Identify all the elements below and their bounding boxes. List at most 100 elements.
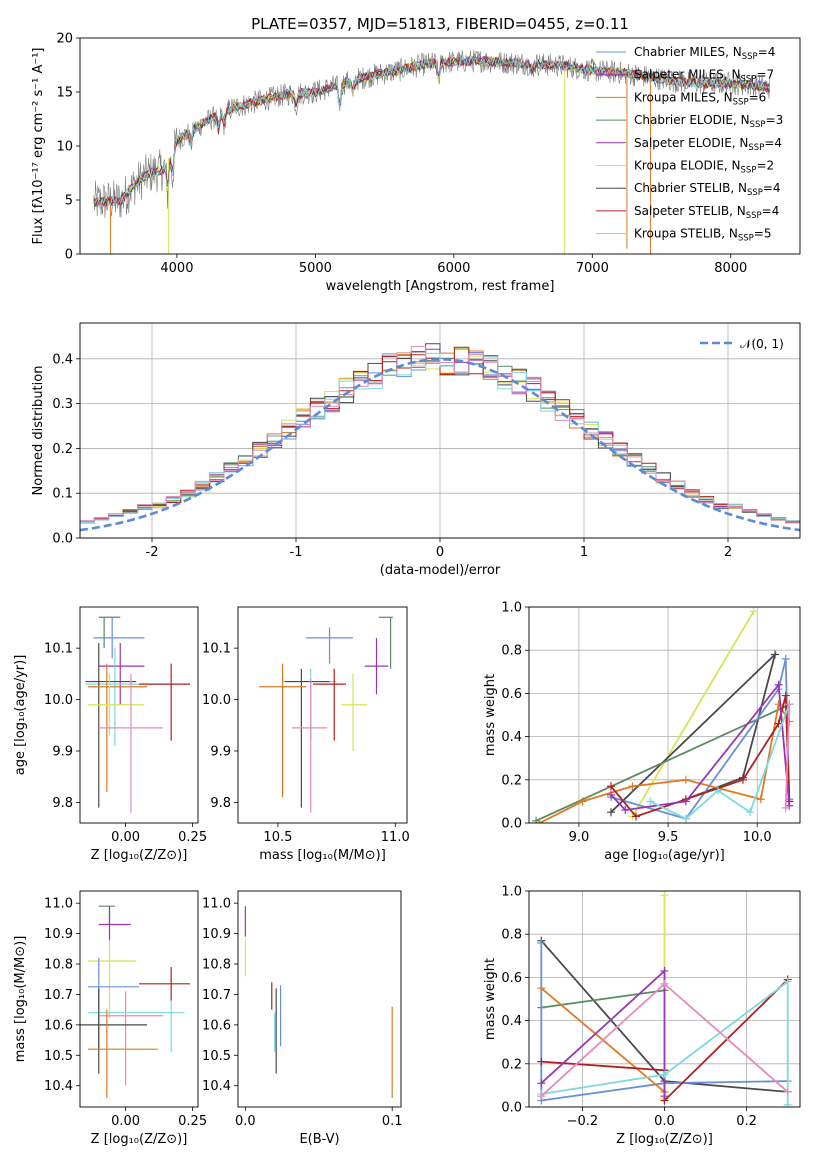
mass-vs-Z-point — [139, 967, 190, 1001]
mass-vs-Z-point — [98, 991, 164, 1086]
mass-vs-Z-ytick-label: 11.0 — [44, 897, 73, 912]
mass-weight-vs-age-marker — [578, 797, 587, 806]
mass-vs-ebv-xtick-label: 0.1 — [382, 1114, 403, 1129]
residuals-ytick-label: 0.2 — [52, 442, 73, 457]
spectrum-ytick-label: 15 — [56, 86, 73, 101]
age-vs-Z-point — [85, 643, 137, 808]
mass-weight-vs-age-marker — [746, 808, 755, 817]
mass-weight-vs-Z-xtick-label: −0.2 — [567, 1114, 599, 1129]
mass-weight-vs-age-marker — [607, 808, 616, 817]
mass-vs-ebv-ytick-label: 10.8 — [202, 958, 231, 973]
age-vs-Z-point — [88, 673, 145, 736]
age-vs-mass-ytick-label: 9.9 — [210, 745, 231, 760]
mass-vs-ebv-ytick-label: 11.0 — [202, 897, 231, 912]
mass-weight-vs-age-marker — [681, 814, 690, 823]
spectrum-xtick-label: 8000 — [714, 261, 747, 276]
spectrum-xtick-label: 6000 — [437, 261, 470, 276]
mass-weight-vs-age-xtick-label: 9.0 — [569, 830, 590, 845]
age-vs-Z-ytick-label: 10.1 — [44, 642, 73, 657]
age-vs-mass-point — [284, 668, 330, 808]
spectrum-legend-label: Kroupa ELODIE, NSSP=2 — [634, 159, 774, 176]
residuals-xtick-label: -2 — [146, 545, 159, 560]
age-vs-mass-ytick-label: 10.0 — [202, 693, 231, 708]
residuals-ylabel: Normed distribution — [31, 366, 46, 496]
mass-weight-vs-Z-ytick-label: 0.4 — [501, 1014, 522, 1029]
mass-weight-vs-age-ytick-label: 0.6 — [501, 687, 522, 702]
age-vs-mass-ytick-label: 10.1 — [202, 642, 231, 657]
age-vs-mass-point — [364, 637, 389, 695]
spectrum-series-7 — [93, 55, 770, 207]
mass-vs-Z-ytick-label: 10.5 — [44, 1049, 73, 1064]
mass-vs-Z-ytick-label: 10.9 — [44, 927, 73, 942]
age-vs-mass-xtick-label: 10.5 — [263, 830, 292, 845]
spectrum-legend-label: Chabrier STELIB, NSSP=4 — [634, 181, 781, 198]
mass-weight-vs-Z-ytick-label: 0.6 — [501, 971, 522, 986]
age-vs-mass-plot-area — [238, 607, 407, 823]
mass-vs-Z-point — [88, 939, 137, 1019]
residuals-xtick-label: -1 — [290, 545, 303, 560]
residuals-ytick-label: 0.4 — [52, 352, 73, 367]
spectrum-ytick-label: 20 — [56, 32, 73, 47]
age-vs-Z-point — [93, 617, 145, 659]
mass-weight-vs-age-marks — [532, 607, 794, 823]
mass-weight-vs-age-marker — [781, 803, 790, 812]
mass-weight-vs-age-marker — [681, 797, 690, 806]
mass-weight-vs-Z-marker — [660, 1070, 669, 1079]
mass-vs-Z-ytick-label: 10.4 — [44, 1079, 73, 1094]
mass-vs-ebv-frame — [237, 890, 402, 1108]
spectrum-legend-label: Salpeter STELIB, NSSP=4 — [634, 204, 779, 221]
mass-vs-Z-ytick-label: 10.8 — [44, 958, 73, 973]
spectrum-xtick-label: 5000 — [299, 261, 332, 276]
mass-vs-ebv-ytick-label: 10.6 — [202, 1018, 231, 1033]
mass-vs-Z-ylabel: mass [log₁₀(M/M⊙)] — [13, 936, 28, 1063]
mass-weight-vs-age-ylabel: mass weight — [483, 674, 498, 756]
age-vs-mass-frame — [237, 606, 408, 824]
age-vs-Z-marks — [85, 616, 190, 813]
age-vs-Z-plot-area — [80, 607, 198, 823]
spectrum-ytick-label: 5 — [65, 194, 73, 209]
mass-weight-vs-Z-ytick-label: 0.0 — [501, 1101, 522, 1116]
mass-vs-Z-plot-area — [80, 891, 198, 1107]
mass-weight-vs-Z-series-7 — [541, 979, 789, 1105]
age-vs-mass-point — [291, 679, 328, 813]
spectrum-xlabel: wavelength [Angstrom, rest frame] — [326, 279, 555, 294]
mass-vs-ebv-ytick-label: 10.4 — [202, 1079, 231, 1094]
mass-weight-vs-Z-marks — [537, 891, 792, 1107]
mass-weight-vs-age-series-0 — [631, 610, 755, 817]
age-vs-mass-xlabel: mass [log₁₀(M/M⊙)] — [259, 848, 386, 863]
mass-weight-vs-age-xtick-label: 10.0 — [743, 830, 772, 845]
age-vs-Z-point — [98, 616, 121, 649]
age-vs-Z-frame — [79, 606, 199, 824]
age-vs-Z-point — [139, 663, 190, 741]
mass-weight-vs-age-panel: 9.0 9.5 10.0 0.0 0.2 0.4 0.6 0.8 1.0 age [log₁₀(a… — [483, 601, 801, 863]
mass-weight-vs-Z-marker — [660, 966, 669, 975]
spectrum-legend-label: Chabrier ELODIE, NSSP=3 — [634, 113, 783, 130]
age-vs-Z-point — [98, 673, 164, 813]
mass-weight-vs-Z-xtick-label: 0.0 — [654, 1114, 675, 1129]
mass-vs-Z-xtick-label: 0.25 — [178, 1114, 207, 1129]
mass-weight-vs-Z-marker — [537, 1092, 546, 1101]
mass-weight-vs-Z-marker — [537, 984, 546, 993]
mass-weight-vs-age-marker — [621, 806, 630, 815]
mass-weight-vs-Z-ytick-label: 0.8 — [501, 928, 522, 943]
spectrum-legend-label: Chabrier MILES, NSSP=4 — [634, 45, 775, 62]
mass-weight-vs-age-marker — [713, 786, 722, 795]
age-vs-Z-xtick-label: 0.00 — [111, 830, 140, 845]
spectrum-legend-label: Kroupa MILES, NSSP=6 — [634, 90, 766, 107]
mass-weight-vs-age-xtick-label: 9.5 — [658, 830, 679, 845]
age-vs-mass-point — [313, 668, 346, 741]
spectrum-legend: Chabrier MILES, NSSP=4 Salpeter MILES, NS… — [596, 45, 783, 244]
mass-vs-ebv-xtick-label: 0.0 — [235, 1114, 256, 1129]
mass-vs-ebv-ytick-label: 10.9 — [202, 927, 231, 942]
mass-weight-vs-age-frame — [528, 606, 801, 824]
mass-vs-Z-xtick-label: 0.00 — [111, 1114, 140, 1129]
age-vs-Z-xlabel: Z [log₁₀(Z/Z⊙)] — [91, 848, 188, 863]
mass-weight-vs-Z-marker — [783, 1087, 792, 1096]
age-vs-mass-ytick-label: 9.8 — [210, 796, 231, 811]
age-vs-Z-xtick-label: 0.25 — [178, 830, 207, 845]
mass-weight-vs-age-marker — [628, 782, 637, 791]
mass-weight-vs-age-ytick-label: 0.8 — [501, 644, 522, 659]
mass-vs-Z-xlabel: Z [log₁₀(Z/Z⊙)] — [91, 1132, 188, 1147]
mass-vs-Z-point — [88, 1000, 185, 1053]
